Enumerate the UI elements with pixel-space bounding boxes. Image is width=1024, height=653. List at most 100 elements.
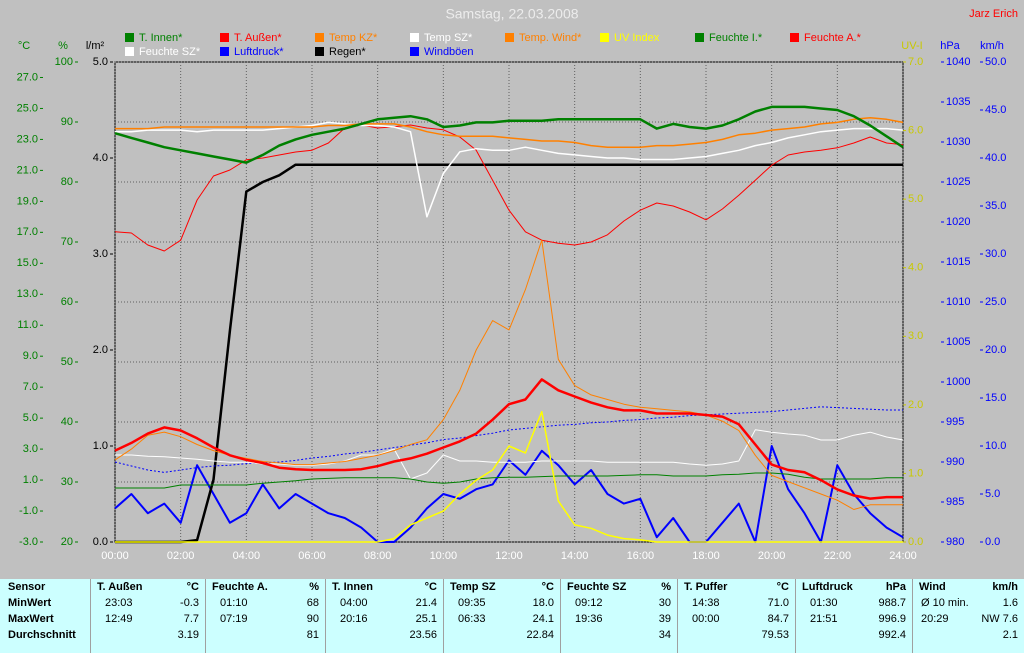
cell-value: 90 xyxy=(306,613,319,625)
cell-time: Ø 10 min. xyxy=(921,597,969,609)
table-column: T. Außen °C 23:03 -0.3 12:49 7.7 3.19 xyxy=(90,579,205,653)
x-tick-label: 20:00 xyxy=(758,550,786,562)
column-unit: % xyxy=(661,581,671,593)
cell-value: 24.1 xyxy=(532,613,554,625)
cell-time: 07:19 xyxy=(220,613,248,625)
column-unit: °C xyxy=(424,581,437,593)
legend-swatch xyxy=(220,47,229,56)
y-tick-label: 980 xyxy=(946,536,964,548)
axis-title: km/h xyxy=(980,40,1004,52)
column-name: Luftdruck xyxy=(802,581,853,593)
y-tick-label: 0.0 xyxy=(93,536,108,548)
column-name: T. Puffer xyxy=(684,581,728,593)
y-tick-label: 1.0 xyxy=(93,440,108,452)
cell-value: 79.53 xyxy=(761,629,789,641)
y-tick-label: 1025 xyxy=(946,176,970,188)
table-column: Temp SZ °C 09:35 18.0 06:33 24.1 22.84 xyxy=(443,579,560,653)
axis-title: UV-I xyxy=(901,40,922,52)
y-tick-label: 2.0 xyxy=(908,399,923,411)
x-tick-label: 02:00 xyxy=(167,550,195,562)
series-line xyxy=(114,124,904,252)
y-tick-label: 995 xyxy=(946,416,964,428)
y-tick-label: 4.0 xyxy=(93,152,108,164)
cell-time: 21:51 xyxy=(810,613,838,625)
column-name: T. Innen xyxy=(332,581,373,593)
cell-value: 22.84 xyxy=(526,629,554,641)
legend-label: Feuchte SZ* xyxy=(139,46,201,58)
x-tick-label: 00:00 xyxy=(101,550,129,562)
y-tick-label: 30 xyxy=(61,476,73,488)
table-column: T. Innen °C 04:00 21.4 20:16 25.1 23.56 xyxy=(325,579,443,653)
legend-label: Temp KZ* xyxy=(329,32,378,44)
y-tick-label: 1020 xyxy=(946,216,970,228)
legend-label: Luftdruck* xyxy=(234,46,284,58)
y-tick-label: 5.0 xyxy=(908,193,923,205)
table-column: T. Puffer °C 14:38 71.0 00:00 84.7 79.53 xyxy=(677,579,795,653)
y-tick-label: 1005 xyxy=(946,336,970,348)
axis-title: °C xyxy=(18,40,30,52)
y-tick-label: 100 xyxy=(55,56,73,68)
y-tick-label: 27.0 xyxy=(17,71,38,83)
y-tick-label: 1000 xyxy=(946,376,970,388)
y-tick-label: 17.0 xyxy=(17,226,38,238)
axis-title: l/m² xyxy=(86,40,105,52)
table-column: Wind km/h Ø 10 min. 1.6 20:29 NW 7.6 2.1 xyxy=(912,579,1024,653)
stats-table: Sensor MinWert MaxWert Durchschnitt T. Außen… xyxy=(0,579,1024,653)
author: Jarz Erich xyxy=(969,8,1018,20)
y-tick-label: 21.0 xyxy=(17,164,38,176)
cell-value: -0.3 xyxy=(180,597,199,609)
column-name: T. Außen xyxy=(97,581,143,593)
cell-time: 12:49 xyxy=(105,613,133,625)
chart-title: Samstag, 22.03.2008 xyxy=(445,6,578,22)
y-tick-label: 15.0 xyxy=(17,257,38,269)
series-line xyxy=(114,378,903,500)
y-tick-label: 20 xyxy=(61,536,73,548)
axis-title: % xyxy=(58,40,68,52)
table-column: Feuchte A.% 01:10 68 07:19 90 81 xyxy=(205,579,325,653)
y-tick-label: 25.0 xyxy=(985,296,1006,308)
series-line xyxy=(115,472,903,489)
x-tick-label: 08:00 xyxy=(364,550,392,562)
legend-swatch xyxy=(315,33,324,42)
series-line xyxy=(114,239,903,510)
column-unit: °C xyxy=(776,581,789,593)
column-unit: km/h xyxy=(992,581,1018,593)
row-label: MaxWert xyxy=(8,613,54,625)
cell-value: 7.7 xyxy=(183,613,199,625)
cell-value: 23.56 xyxy=(409,629,437,641)
y-tick-label: 60 xyxy=(61,296,73,308)
y-tick-label: 50.0 xyxy=(985,56,1006,68)
y-tick-label: 4.0 xyxy=(908,262,923,274)
column-name: Feuchte A. xyxy=(212,581,268,593)
y-tick-label: 1030 xyxy=(946,136,970,148)
cell-value: 39 xyxy=(658,613,671,625)
cell-value: 21.4 xyxy=(415,597,437,609)
x-tick-label: 04:00 xyxy=(233,550,261,562)
legend-swatch xyxy=(410,33,419,42)
row-label: Durchschnitt xyxy=(8,629,76,641)
cell-value: 996.9 xyxy=(878,613,906,625)
cell-time: 00:00 xyxy=(692,613,720,625)
column-unit: hPa xyxy=(885,581,906,593)
legend-label: Temp SZ* xyxy=(424,32,473,44)
y-tick-label: 50 xyxy=(61,356,73,368)
cell-value: 992.4 xyxy=(878,629,906,641)
cell-value: 25.1 xyxy=(415,613,437,625)
y-tick-label: 19.0 xyxy=(17,195,38,207)
cell-value: 68 xyxy=(306,597,319,609)
y-tick-label: 15.0 xyxy=(985,392,1006,404)
axis-title: hPa xyxy=(940,40,960,52)
y-tick-label: 3.0 xyxy=(908,330,923,342)
y-tick-label: 6.0 xyxy=(908,124,923,136)
cell-time: 01:10 xyxy=(220,597,248,609)
legend-label: Feuchte A.* xyxy=(804,32,862,44)
cell-time: 20:16 xyxy=(340,613,368,625)
cell-time: 09:12 xyxy=(575,597,603,609)
row-label: MinWert xyxy=(8,597,52,609)
x-tick-label: 14:00 xyxy=(561,550,589,562)
column-name: Temp SZ xyxy=(450,581,496,593)
legend-label: Temp. Wind* xyxy=(519,32,582,44)
series-line xyxy=(115,429,904,480)
y-tick-label: -1.0 xyxy=(19,505,38,517)
